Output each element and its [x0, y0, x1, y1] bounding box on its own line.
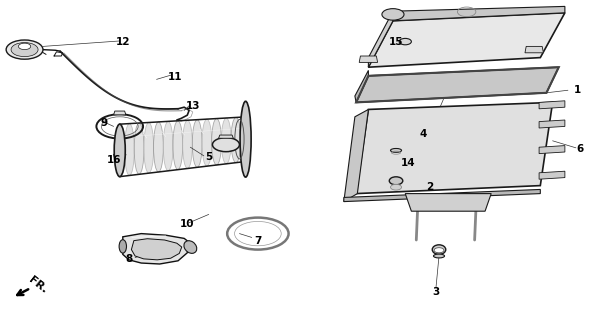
- Polygon shape: [539, 120, 565, 128]
- Text: 6: 6: [577, 144, 584, 154]
- Polygon shape: [114, 154, 126, 159]
- Polygon shape: [355, 70, 368, 102]
- Polygon shape: [539, 171, 565, 179]
- Ellipse shape: [399, 38, 411, 45]
- Ellipse shape: [433, 254, 445, 258]
- Ellipse shape: [125, 124, 134, 175]
- Circle shape: [11, 43, 38, 57]
- Text: 12: 12: [115, 36, 130, 47]
- Polygon shape: [219, 135, 233, 138]
- Text: 1: 1: [573, 84, 581, 95]
- Ellipse shape: [144, 123, 154, 173]
- Ellipse shape: [173, 121, 183, 170]
- Text: 14: 14: [401, 158, 416, 168]
- Polygon shape: [368, 13, 565, 67]
- Ellipse shape: [240, 101, 251, 177]
- Text: 15: 15: [389, 36, 403, 47]
- Polygon shape: [356, 102, 553, 194]
- Text: 3: 3: [432, 287, 440, 297]
- Polygon shape: [405, 194, 491, 211]
- Ellipse shape: [182, 120, 192, 169]
- Ellipse shape: [432, 245, 446, 254]
- Text: 9: 9: [101, 118, 108, 128]
- Ellipse shape: [389, 177, 403, 185]
- Circle shape: [18, 43, 31, 50]
- Ellipse shape: [221, 118, 231, 164]
- Polygon shape: [344, 189, 540, 202]
- Ellipse shape: [115, 124, 125, 177]
- Circle shape: [434, 248, 444, 253]
- Text: 11: 11: [168, 72, 182, 82]
- Polygon shape: [359, 56, 378, 62]
- Ellipse shape: [134, 123, 144, 174]
- Text: 16: 16: [106, 155, 121, 165]
- Ellipse shape: [391, 184, 402, 190]
- Ellipse shape: [192, 120, 202, 167]
- Ellipse shape: [119, 240, 126, 253]
- Polygon shape: [368, 11, 393, 67]
- Text: FR.: FR.: [27, 275, 49, 295]
- Polygon shape: [539, 146, 565, 154]
- Text: 4: 4: [420, 129, 427, 140]
- Polygon shape: [356, 67, 559, 102]
- Polygon shape: [525, 46, 543, 53]
- Ellipse shape: [241, 117, 251, 162]
- Polygon shape: [344, 109, 368, 202]
- Text: 10: 10: [180, 219, 195, 229]
- Ellipse shape: [163, 121, 173, 171]
- Ellipse shape: [231, 117, 241, 163]
- Ellipse shape: [154, 122, 163, 172]
- Ellipse shape: [184, 241, 196, 253]
- Text: 7: 7: [254, 236, 262, 246]
- Text: 8: 8: [125, 254, 133, 264]
- Circle shape: [212, 138, 239, 152]
- Circle shape: [6, 40, 43, 59]
- Text: 2: 2: [426, 182, 433, 192]
- Ellipse shape: [114, 124, 125, 177]
- Polygon shape: [539, 101, 565, 109]
- Ellipse shape: [391, 148, 402, 152]
- Ellipse shape: [212, 119, 222, 165]
- Polygon shape: [123, 234, 190, 264]
- Polygon shape: [114, 111, 126, 115]
- Circle shape: [382, 9, 404, 20]
- Polygon shape: [393, 6, 565, 21]
- Polygon shape: [131, 239, 182, 260]
- Text: 5: 5: [205, 152, 212, 162]
- Ellipse shape: [202, 119, 212, 166]
- Text: 13: 13: [186, 100, 201, 111]
